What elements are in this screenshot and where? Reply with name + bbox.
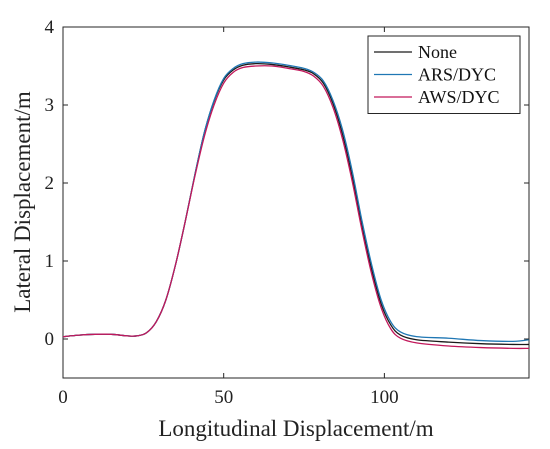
x-axis-label: Longitudinal Displacement/m xyxy=(158,416,433,441)
x-tick-label: 0 xyxy=(58,387,68,408)
series-layer xyxy=(62,61,530,350)
legend-label-ars-dyc: ARS/DYC xyxy=(418,65,496,85)
legend-label-aws-dyc: AWS/DYC xyxy=(418,87,500,107)
x-tick-label: 50 xyxy=(214,387,233,408)
y-tick-label: 0 xyxy=(45,329,55,350)
y-axis-label: Lateral Displacement/m xyxy=(10,91,35,313)
series-line-aws-dyc xyxy=(62,65,530,350)
tick-layer: 0 50 100 0 1 2 3 4 xyxy=(45,17,529,408)
y-tick-label: 4 xyxy=(45,17,55,38)
x-tick-label: 100 xyxy=(370,387,399,408)
y-tick-label: 2 xyxy=(45,173,55,194)
y-tick-label: 3 xyxy=(45,95,55,116)
y-tick-label: 1 xyxy=(45,251,55,272)
legend-label-none: None xyxy=(418,42,457,62)
